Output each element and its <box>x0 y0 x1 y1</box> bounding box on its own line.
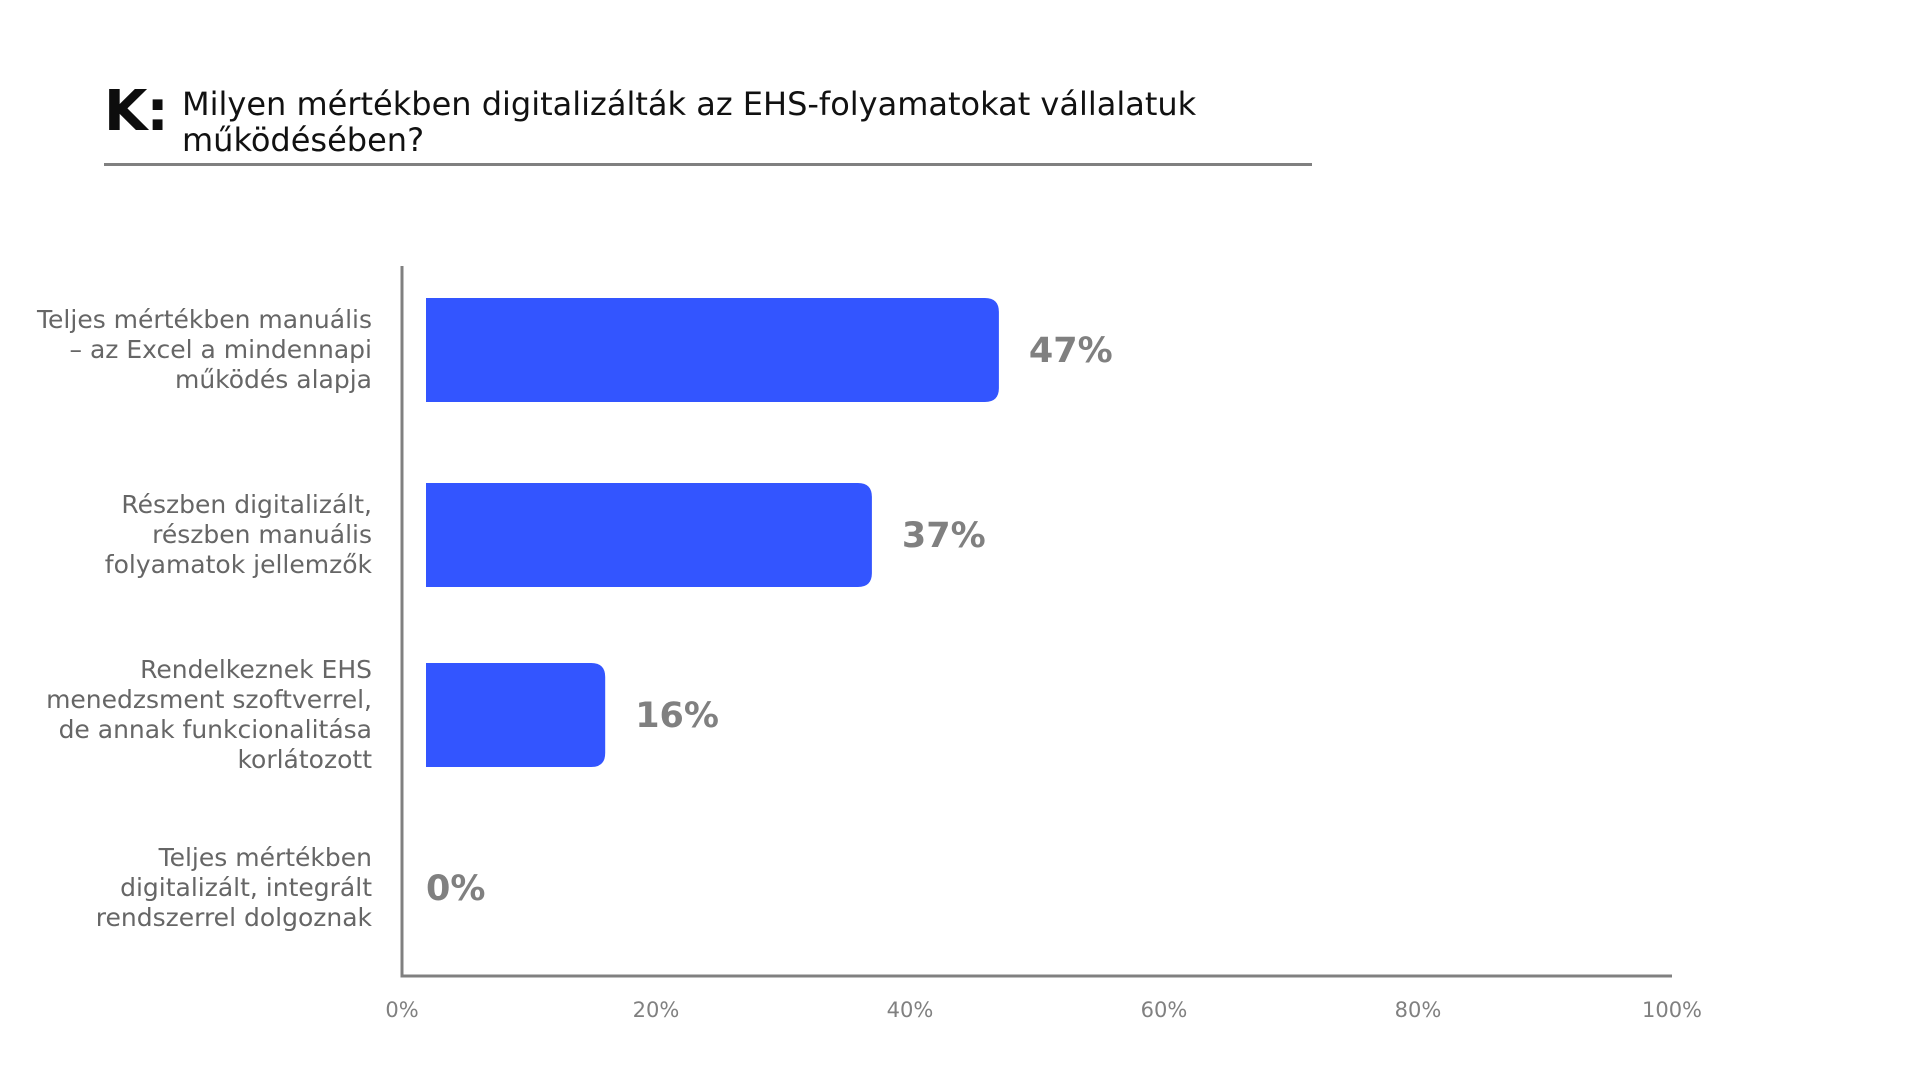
value-label-3: 0% <box>426 869 485 909</box>
x-tick-label-0: 0% <box>385 998 418 1022</box>
x-tick-label-2: 40% <box>887 998 934 1022</box>
x-tick-label-4: 80% <box>1395 998 1442 1022</box>
bar-2 <box>426 663 606 767</box>
value-label-0: 47% <box>1029 331 1113 371</box>
value-label-1: 37% <box>902 516 986 556</box>
category-label-3: Teljes mértékben digitalizált, integrált… <box>95 843 372 932</box>
value-label-2: 16% <box>635 696 719 736</box>
axis-layer <box>400 266 1672 978</box>
question-text: Milyen mértékben digitalizálták az EHS-f… <box>182 85 1197 159</box>
x-tick-label-3: 60% <box>1141 998 1188 1022</box>
bar-1 <box>426 483 872 587</box>
category-label-0: Teljes mértékben manuális – az Excel a m… <box>37 305 372 394</box>
bars-layer <box>426 298 999 767</box>
tick-labels-layer: 0% 20% 40% 60% 80% 100% <box>385 998 1702 1022</box>
category-label-2: Rendelkeznek EHS menedzsment szoftverrel… <box>46 655 372 774</box>
category-label-1: Részben digitalizált, részben manuális f… <box>104 490 372 579</box>
x-tick-label-1: 20% <box>633 998 680 1022</box>
title-divider <box>104 163 1312 166</box>
question-prefix: K: <box>104 79 169 144</box>
bar-0 <box>426 298 999 402</box>
x-tick-label-5: 100% <box>1642 998 1702 1022</box>
value-labels-layer: 47% 37% 16% 0% <box>426 331 1113 909</box>
